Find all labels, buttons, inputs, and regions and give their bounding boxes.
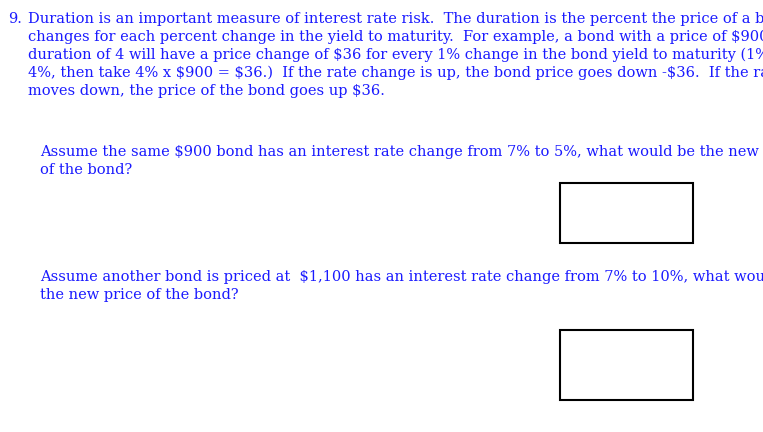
Text: of the bond?: of the bond?	[40, 163, 132, 177]
Text: changes for each percent change in the yield to maturity.  For example, a bond w: changes for each percent change in the y…	[28, 30, 763, 44]
Text: the new price of the bond?: the new price of the bond?	[40, 288, 239, 302]
Text: duration of 4 will have a price change of $36 for every 1% change in the bond yi: duration of 4 will have a price change o…	[28, 48, 763, 62]
Text: Assume another bond is priced at  $1,100 has an interest rate change from 7% to : Assume another bond is priced at $1,100 …	[40, 270, 763, 284]
Text: Assume the same $900 bond has an interest rate change from 7% to 5%, what would : Assume the same $900 bond has an interes…	[40, 145, 763, 159]
Text: Duration is an important measure of interest rate risk.  The duration is the per: Duration is an important measure of inte…	[28, 12, 763, 26]
Text: 4%, then take 4% x $900 = $36.)  If the rate change is up, the bond price goes d: 4%, then take 4% x $900 = $36.) If the r…	[28, 66, 763, 80]
Text: moves down, the price of the bond goes up $36.: moves down, the price of the bond goes u…	[28, 84, 385, 98]
Text: 9.: 9.	[8, 12, 22, 26]
